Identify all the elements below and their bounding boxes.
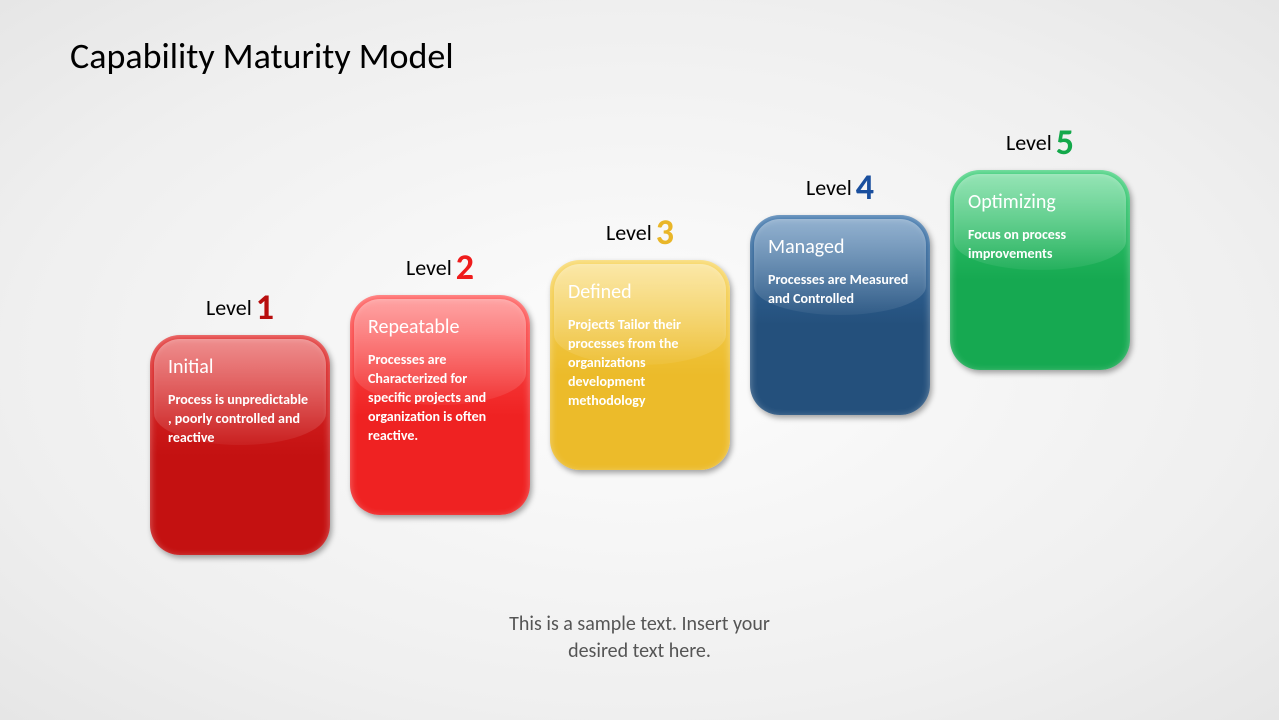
card-heading: Optimizing [968, 190, 1112, 214]
card-body: Focus on process improvements [968, 226, 1112, 264]
level-2-card: Repeatable Processes are Characterized fo… [350, 295, 530, 515]
level-prefix: Level [806, 174, 852, 201]
level-4-group: Level4 Managed Processes are Measured and … [750, 165, 930, 415]
level-4-label: Level4 [750, 165, 930, 209]
card-heading: Managed [768, 235, 912, 259]
card-body: Processes are Characterized for specific… [368, 351, 512, 445]
level-prefix: Level [1006, 129, 1052, 156]
footer-line: This is a sample text. Insert your [509, 612, 770, 636]
level-1-label: Level1 [150, 285, 330, 329]
card-heading: Defined [568, 280, 712, 304]
card-body: Processes are Measured and Controlled [768, 271, 912, 309]
level-3-card: Defined Projects Tailor their processes f… [550, 260, 730, 470]
level-3-label: Level3 [550, 210, 730, 254]
card-heading: Repeatable [368, 315, 512, 339]
level-5-group: Level5 Optimizing Focus on process improve… [950, 120, 1130, 370]
card-heading: Initial [168, 355, 312, 379]
level-number: 3 [652, 210, 674, 254]
card-body: Projects Tailor their processes from the… [568, 316, 712, 410]
level-number: 5 [1052, 120, 1074, 164]
level-4-card: Managed Processes are Measured and Contro… [750, 215, 930, 415]
level-5-card: Optimizing Focus on process improvements [950, 170, 1130, 370]
footer-caption: This is a sample text. Insert your desire… [0, 611, 1279, 665]
level-number: 4 [852, 165, 874, 209]
level-prefix: Level [206, 294, 252, 321]
level-number: 1 [252, 285, 274, 329]
level-prefix: Level [606, 219, 652, 246]
level-1-card: Initial Process is unpredictable , poorly… [150, 335, 330, 555]
level-number: 2 [452, 245, 474, 289]
level-prefix: Level [406, 254, 452, 281]
level-1-group: Level1 Initial Process is unpredictable , … [150, 285, 330, 555]
card-body: Process is unpredictable , poorly contro… [168, 391, 312, 448]
level-5-label: Level5 [950, 120, 1130, 164]
footer-line: desired text here. [568, 639, 711, 663]
level-2-group: Level2 Repeatable Processes are Characteri… [350, 245, 530, 515]
level-2-label: Level2 [350, 245, 530, 289]
level-3-group: Level3 Defined Projects Tailor their proce… [550, 210, 730, 470]
